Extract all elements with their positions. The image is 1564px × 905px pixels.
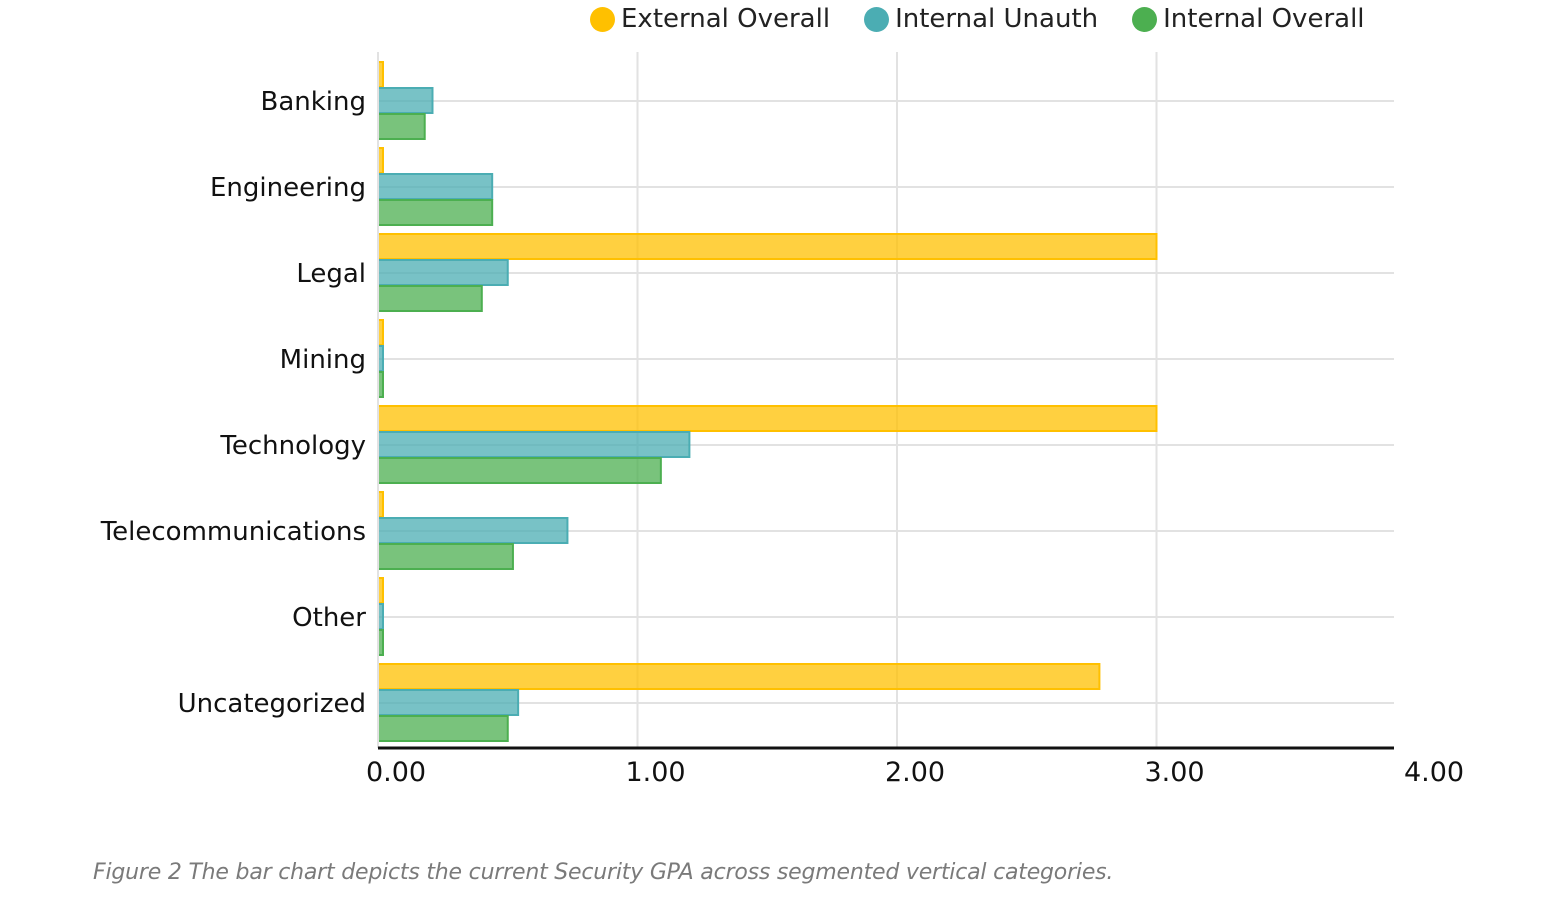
x-tick-label: 4.00	[1404, 757, 1464, 788]
bar-uncategorized-internal-unauth	[377, 689, 520, 716]
category-label: Uncategorized	[178, 689, 366, 719]
legend-swatch	[864, 6, 890, 32]
bar-uncategorized-internal-overall	[377, 715, 509, 742]
bar-uncategorized-external-overall	[377, 663, 1101, 690]
figure-caption: Figure 2 The bar chart depicts the curre…	[93, 860, 1114, 885]
category-label: Banking	[260, 87, 366, 117]
x-tick-label: 3.00	[1144, 757, 1204, 788]
legend-item: Internal Overall	[1132, 4, 1365, 34]
chart-legend: External Overall Internal Unauth Internal …	[590, 4, 1399, 34]
x-tick-label: 2.00	[885, 757, 945, 788]
category-label: Technology	[219, 431, 366, 461]
category-label: Telecommunications	[100, 517, 366, 547]
legend-swatch	[590, 6, 615, 32]
legend-label: External Overall	[621, 4, 831, 34]
bar-engineering-internal-overall	[377, 199, 494, 226]
bar-legal-external-overall	[377, 233, 1158, 260]
legend-item: Internal Unauth	[864, 4, 1098, 34]
category-label: Engineering	[210, 173, 366, 203]
legend-label: Internal Unauth	[895, 4, 1099, 34]
category-label: Legal	[296, 259, 366, 289]
x-tick-label: 1.00	[625, 757, 685, 788]
bar-engineering-internal-unauth	[377, 173, 494, 200]
legend-label: Internal Overall	[1163, 4, 1365, 34]
category-label: Other	[292, 603, 366, 633]
bar-legal-internal-unauth	[377, 259, 509, 286]
bar-banking-internal-overall	[377, 113, 426, 140]
bar-technology-internal-unauth	[377, 431, 691, 458]
bar-legal-internal-overall	[377, 285, 483, 312]
legend-item: External Overall	[590, 4, 830, 34]
bar-technology-internal-overall	[377, 457, 662, 484]
bar-telecommunications-internal-overall	[377, 543, 514, 570]
x-tick-label: 0.00	[366, 757, 426, 788]
bar-technology-external-overall	[377, 405, 1158, 432]
bar-telecommunications-internal-unauth	[377, 517, 569, 544]
legend-swatch	[1132, 6, 1158, 32]
bar-banking-internal-unauth	[377, 87, 434, 114]
bar-chart: Banking Engineering Legal Mining Technology T…	[100, 52, 1464, 788]
category-label: Mining	[280, 345, 366, 375]
